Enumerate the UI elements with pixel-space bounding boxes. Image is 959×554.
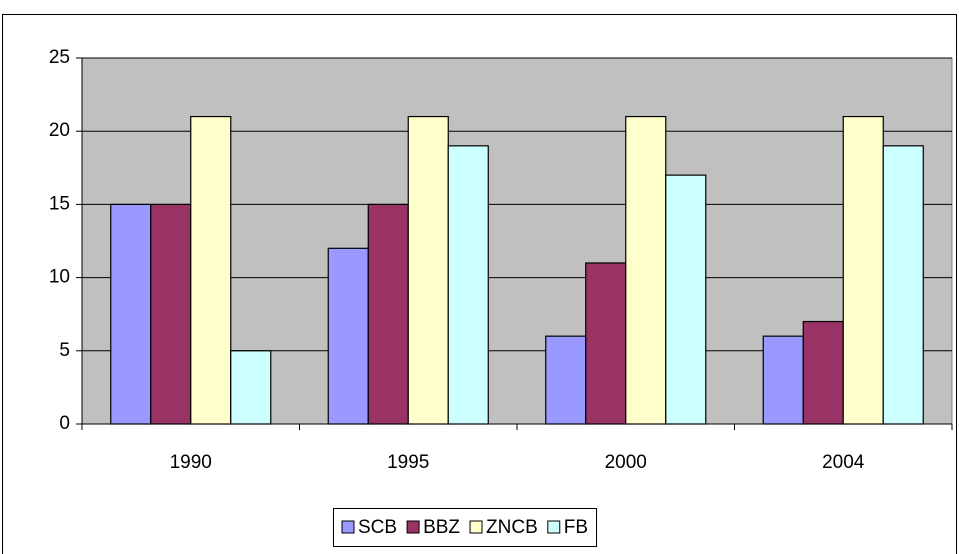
- legend: SCB BBZ ZNCB FB: [333, 508, 598, 547]
- legend-swatch: [341, 520, 355, 534]
- legend-swatch: [469, 520, 483, 534]
- bar: [407, 115, 449, 425]
- y-tick-label: 0: [59, 413, 70, 434]
- bar: [882, 145, 924, 425]
- bar: [585, 262, 627, 425]
- bar: [802, 320, 844, 425]
- legend-label: BBZ: [423, 517, 460, 538]
- bar: [190, 115, 232, 425]
- bar: [110, 203, 152, 425]
- x-tick-label: 2000: [605, 452, 647, 473]
- bar: [665, 174, 707, 425]
- bar: [762, 335, 804, 425]
- legend-swatch: [406, 520, 420, 534]
- legend-label: ZNCB: [486, 517, 538, 538]
- legend-swatch: [547, 520, 561, 534]
- bar: [842, 115, 884, 425]
- y-tick-label: 15: [49, 193, 70, 214]
- y-tick-label: 25: [49, 47, 70, 68]
- legend-label: FB: [564, 517, 588, 538]
- bar: [367, 203, 409, 425]
- bar: [447, 145, 489, 425]
- legend-label: SCB: [358, 517, 397, 538]
- x-tick-label: 1990: [170, 452, 212, 473]
- y-tick-label: 5: [59, 340, 70, 361]
- bar: [625, 115, 667, 425]
- x-tick-label: 1995: [387, 452, 429, 473]
- bar: [230, 350, 272, 425]
- x-tick-label: 2004: [822, 452, 865, 473]
- y-tick-label: 20: [49, 120, 70, 141]
- y-tick-label: 10: [49, 267, 70, 288]
- bar: [150, 203, 192, 425]
- bar: [545, 335, 587, 425]
- bar: [327, 247, 369, 425]
